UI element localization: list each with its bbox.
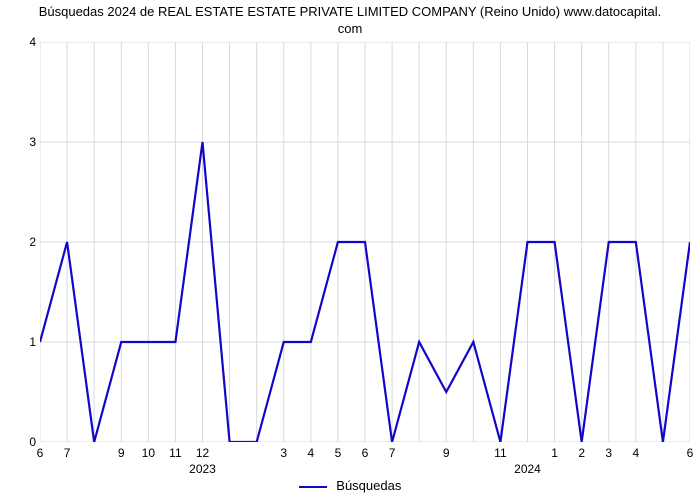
y-tick-label: 4 (4, 35, 36, 49)
x-tick-label: 12 (196, 446, 209, 460)
y-tick-label: 1 (4, 335, 36, 349)
chart-title-line2: com (338, 21, 363, 36)
x-tick-label: 6 (37, 446, 44, 460)
x-tick-label: 1 (551, 446, 558, 460)
y-axis-ticks: 01234 (0, 42, 40, 442)
x-tick-label: 10 (142, 446, 155, 460)
legend-swatch (299, 486, 327, 488)
x-tick-label: 11 (494, 446, 506, 460)
x-tick-label: 2 (578, 446, 585, 460)
y-tick-label: 0 (4, 435, 36, 449)
legend-label: Búsquedas (336, 478, 401, 493)
chart-title: Búsquedas 2024 de REAL ESTATE ESTATE PRI… (0, 4, 700, 38)
x-tick-label: 9 (118, 446, 125, 460)
x-tick-label: 3 (280, 446, 287, 460)
x-tick-label: 9 (443, 446, 450, 460)
legend: Búsquedas (0, 478, 700, 493)
x-axis-ticks: 679101112345679111234620232024 (40, 444, 690, 478)
line-chart: Búsquedas 2024 de REAL ESTATE ESTATE PRI… (0, 0, 700, 500)
plot-area (40, 42, 690, 442)
x-tick-label: 4 (632, 446, 639, 460)
x-tick-label: 7 (64, 446, 71, 460)
x-tick-label: 5 (335, 446, 342, 460)
x-tick-label: 6 (687, 446, 694, 460)
x-tick-label: 6 (362, 446, 369, 460)
chart-title-line1: Búsquedas 2024 de REAL ESTATE ESTATE PRI… (39, 4, 662, 19)
y-tick-label: 2 (4, 235, 36, 249)
chart-svg (40, 42, 690, 442)
x-tick-label: 3 (605, 446, 612, 460)
y-tick-label: 3 (4, 135, 36, 149)
x-tick-label: 7 (389, 446, 396, 460)
x-tick-label: 11 (169, 446, 181, 460)
x-tick-label: 4 (307, 446, 314, 460)
x-year-label: 2023 (189, 462, 216, 476)
x-year-label: 2024 (514, 462, 541, 476)
